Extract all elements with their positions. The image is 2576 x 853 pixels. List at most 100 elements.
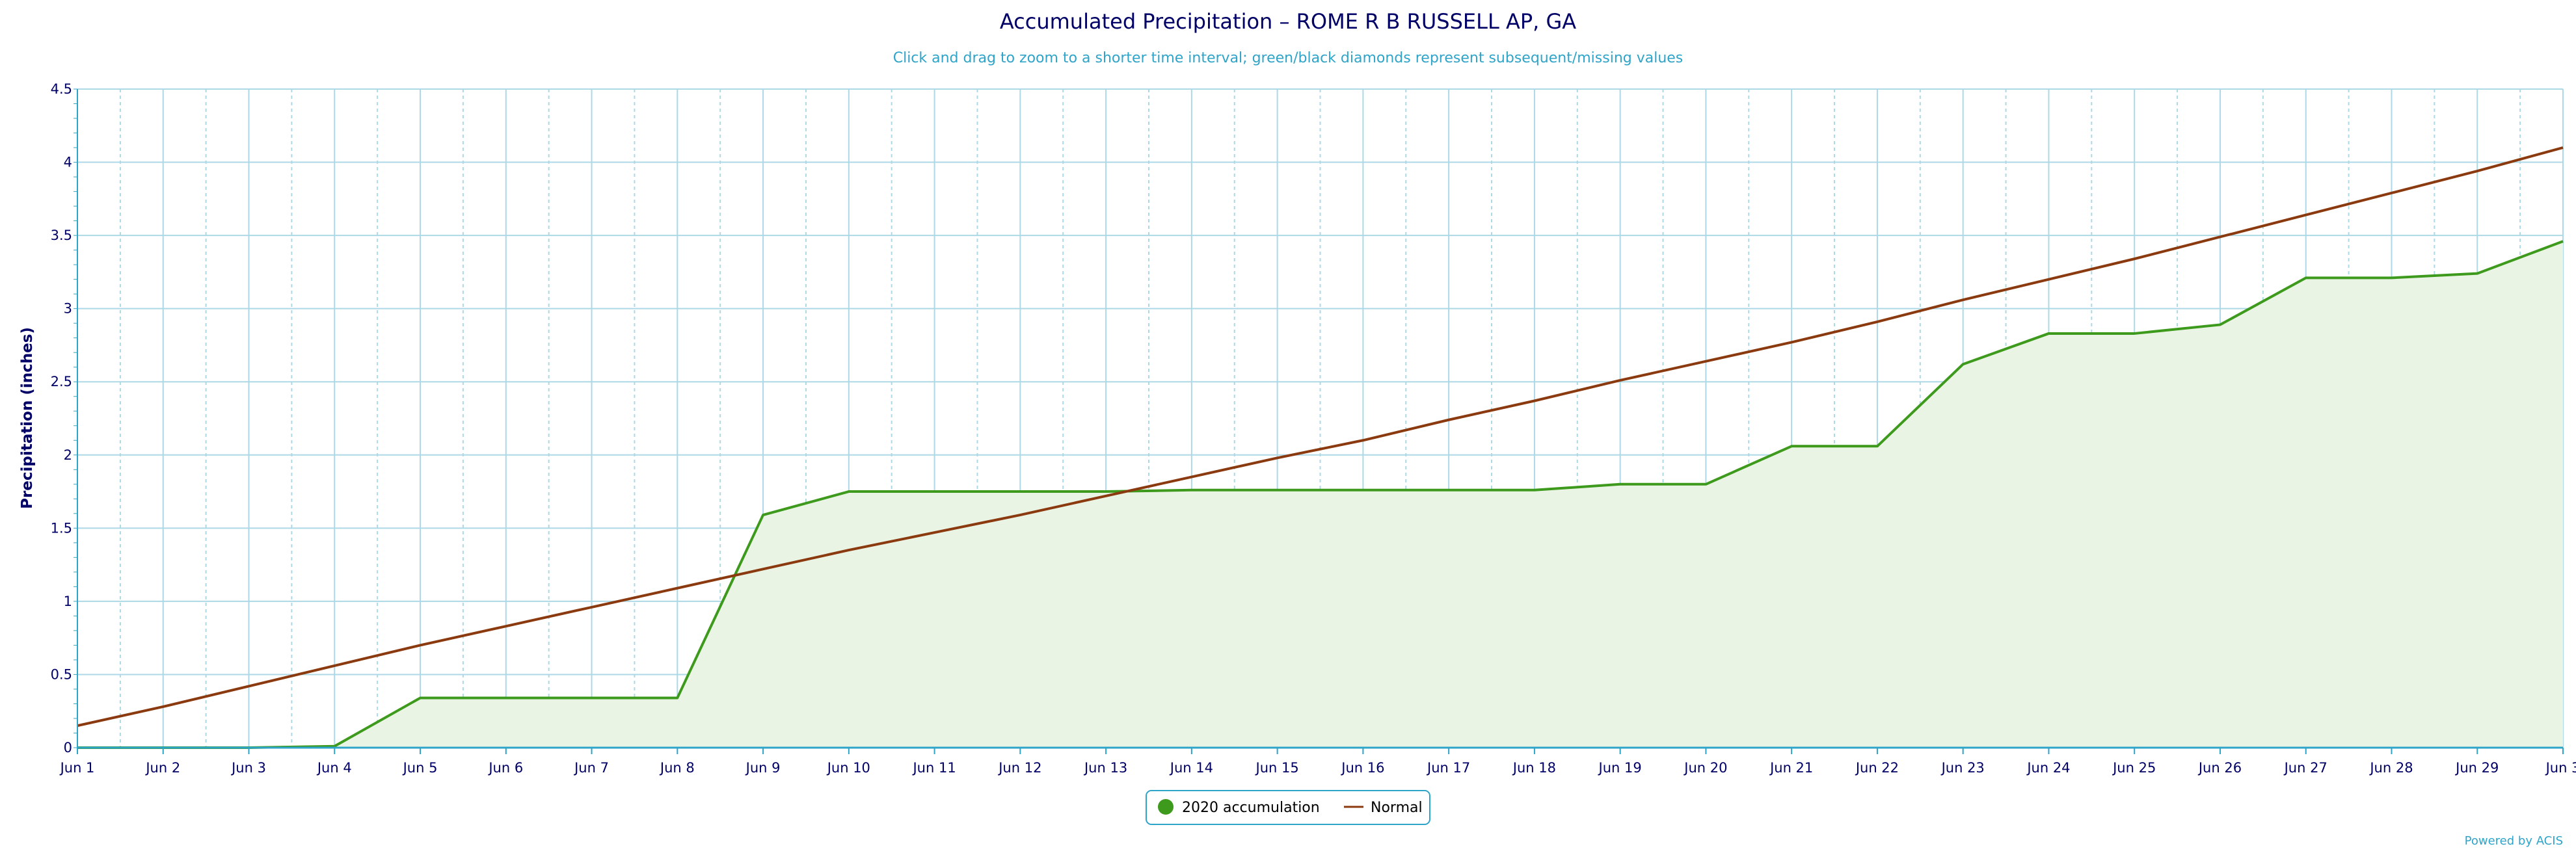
data-point-normal[interactable] (157, 701, 169, 713)
data-point-2020-accumulation[interactable] (1700, 479, 1711, 490)
series-line-normal[interactable] (77, 146, 2564, 728)
x-tick-label: Jun 8 (659, 760, 695, 776)
data-point-2020-accumulation[interactable] (2300, 272, 2312, 283)
data-point-normal[interactable] (1357, 434, 1369, 446)
y-tick-label: 4.5 (51, 81, 72, 97)
data-point-normal[interactable] (2300, 209, 2312, 221)
area-2020-accumulation (77, 241, 2563, 748)
data-point-2020-accumulation[interactable] (2128, 328, 2140, 339)
legend[interactable]: 2020 accumulation Normal (1146, 790, 1430, 825)
data-point-2020-accumulation[interactable] (1186, 484, 1198, 496)
data-point-2020-accumulation[interactable] (2043, 328, 2054, 339)
data-point-2020-accumulation[interactable] (1014, 486, 1026, 497)
data-point-2020-accumulation[interactable] (1357, 484, 1369, 496)
y-tick-label: 1 (64, 594, 72, 609)
data-point-normal[interactable] (1957, 294, 1969, 306)
x-tick-label: Jun 25 (2112, 760, 2156, 776)
x-tick-label: Jun 10 (826, 760, 870, 776)
x-tick-label: Jun 2 (144, 760, 180, 776)
data-point-normal[interactable] (1872, 316, 1883, 328)
data-point-2020-accumulation[interactable] (1529, 484, 1540, 496)
data-point-2020-accumulation[interactable] (757, 509, 769, 521)
x-tick-label: Jun 26 (2197, 760, 2242, 776)
x-tick-label: Jun 6 (487, 760, 523, 776)
data-point-2020-accumulation[interactable] (929, 486, 941, 497)
data-point-2020-accumulation[interactable] (2557, 235, 2569, 247)
data-point-normal[interactable] (2128, 253, 2140, 265)
x-axis-ticks: Jun 1 Jun 2 Jun 3 Jun 4 Jun 5 Jun 6 Jun 7 Jun 8… (59, 748, 2576, 776)
legend-label-normal: Normal (1371, 800, 1423, 816)
data-point-2020-accumulation[interactable] (1957, 358, 1969, 370)
x-tick-label: Jun 14 (1169, 760, 1213, 776)
legend-item-2020-accumulation[interactable]: 2020 accumulation (1158, 799, 1320, 816)
series-line-2020-accumulation[interactable] (77, 240, 2564, 749)
x-tick-label: Jun 13 (1083, 760, 1127, 776)
y-tick-label: 0.5 (51, 666, 72, 682)
data-point-normal[interactable] (586, 601, 598, 613)
data-point-normal[interactable] (500, 620, 512, 632)
data-point-normal[interactable] (1272, 452, 1283, 464)
data-point-normal[interactable] (1529, 395, 1540, 406)
data-point-normal[interactable] (671, 583, 683, 594)
data-point-normal[interactable] (1186, 471, 1198, 483)
x-tick-label: Jun 12 (997, 760, 1041, 776)
data-point-normal[interactable] (2043, 274, 2054, 285)
data-point-2020-accumulation[interactable] (2385, 272, 2397, 283)
data-point-2020-accumulation[interactable] (2214, 319, 2226, 330)
data-point-normal[interactable] (1700, 356, 1711, 367)
legend-label-2020-accumulation: 2020 accumulation (1182, 800, 1320, 816)
x-tick-label: Jun 20 (1683, 760, 1727, 776)
x-tick-label: Jun 29 (2454, 760, 2499, 776)
data-point-2020-accumulation[interactable] (500, 692, 512, 703)
data-point-normal[interactable] (1100, 490, 1112, 502)
data-point-normal[interactable] (929, 527, 941, 538)
data-point-normal[interactable] (2471, 165, 2483, 177)
series-lines-group[interactable] (72, 142, 2569, 754)
data-point-normal[interactable] (329, 660, 340, 672)
data-point-normal[interactable] (757, 563, 769, 575)
data-point-normal[interactable] (1014, 509, 1026, 521)
y-tick-label: 3.5 (51, 228, 72, 243)
data-point-2020-accumulation[interactable] (1443, 484, 1455, 496)
y-tick-label: 1.5 (51, 520, 72, 536)
data-point-2020-accumulation[interactable] (414, 692, 426, 703)
x-tick-label: Jun 11 (911, 760, 956, 776)
data-point-normal[interactable] (1443, 414, 1455, 426)
x-tick-label: Jun 7 (573, 760, 609, 776)
y-tick-label: 2.5 (51, 374, 72, 389)
legend-item-normal[interactable]: Normal (1344, 800, 1423, 816)
axes (74, 88, 2563, 749)
credit-link[interactable]: Powered by ACIS (2465, 834, 2563, 848)
data-point-2020-accumulation[interactable] (1872, 440, 1883, 452)
data-point-normal[interactable] (414, 639, 426, 651)
x-tick-label: Jun 3 (2545, 760, 2576, 776)
data-point-2020-accumulation[interactable] (671, 692, 683, 703)
y-tick-label: 2 (64, 447, 72, 463)
legend-marker-2020-accumulation (1158, 799, 1174, 815)
y-axis-ticks: 0 0.5 1 1.5 2 2.5 3 3.5 4 4.5 (51, 81, 72, 755)
data-point-normal[interactable] (243, 680, 255, 692)
data-point-2020-accumulation[interactable] (1272, 484, 1283, 496)
x-tick-label: Jun 24 (2026, 760, 2070, 776)
data-point-2020-accumulation[interactable] (2471, 268, 2483, 280)
x-tick-label: Jun 18 (1512, 760, 1556, 776)
y-tick-label: 4 (64, 155, 72, 170)
data-point-2020-accumulation[interactable] (1786, 440, 1797, 452)
data-point-normal[interactable] (2385, 187, 2397, 199)
chart-title: Accumulated Precipitation – ROME R B RUS… (1000, 9, 1576, 34)
data-point-2020-accumulation[interactable] (1615, 479, 1626, 490)
x-tick-label: Jun 15 (1255, 760, 1299, 776)
data-point-normal[interactable] (1615, 374, 1626, 386)
data-point-normal[interactable] (1786, 336, 1797, 348)
x-tick-label: Jun 16 (1340, 760, 1384, 776)
data-point-2020-accumulation[interactable] (843, 486, 855, 497)
y-tick-label: 0 (64, 740, 72, 755)
y-tick-label: 3 (64, 301, 72, 317)
data-point-2020-accumulation[interactable] (586, 692, 598, 703)
data-point-normal[interactable] (843, 544, 855, 556)
data-point-normal[interactable] (2557, 142, 2569, 153)
x-tick-label: Jun 23 (1940, 760, 1985, 776)
x-tick-label: Jun 17 (1426, 760, 1470, 776)
data-point-normal[interactable] (2214, 231, 2226, 243)
